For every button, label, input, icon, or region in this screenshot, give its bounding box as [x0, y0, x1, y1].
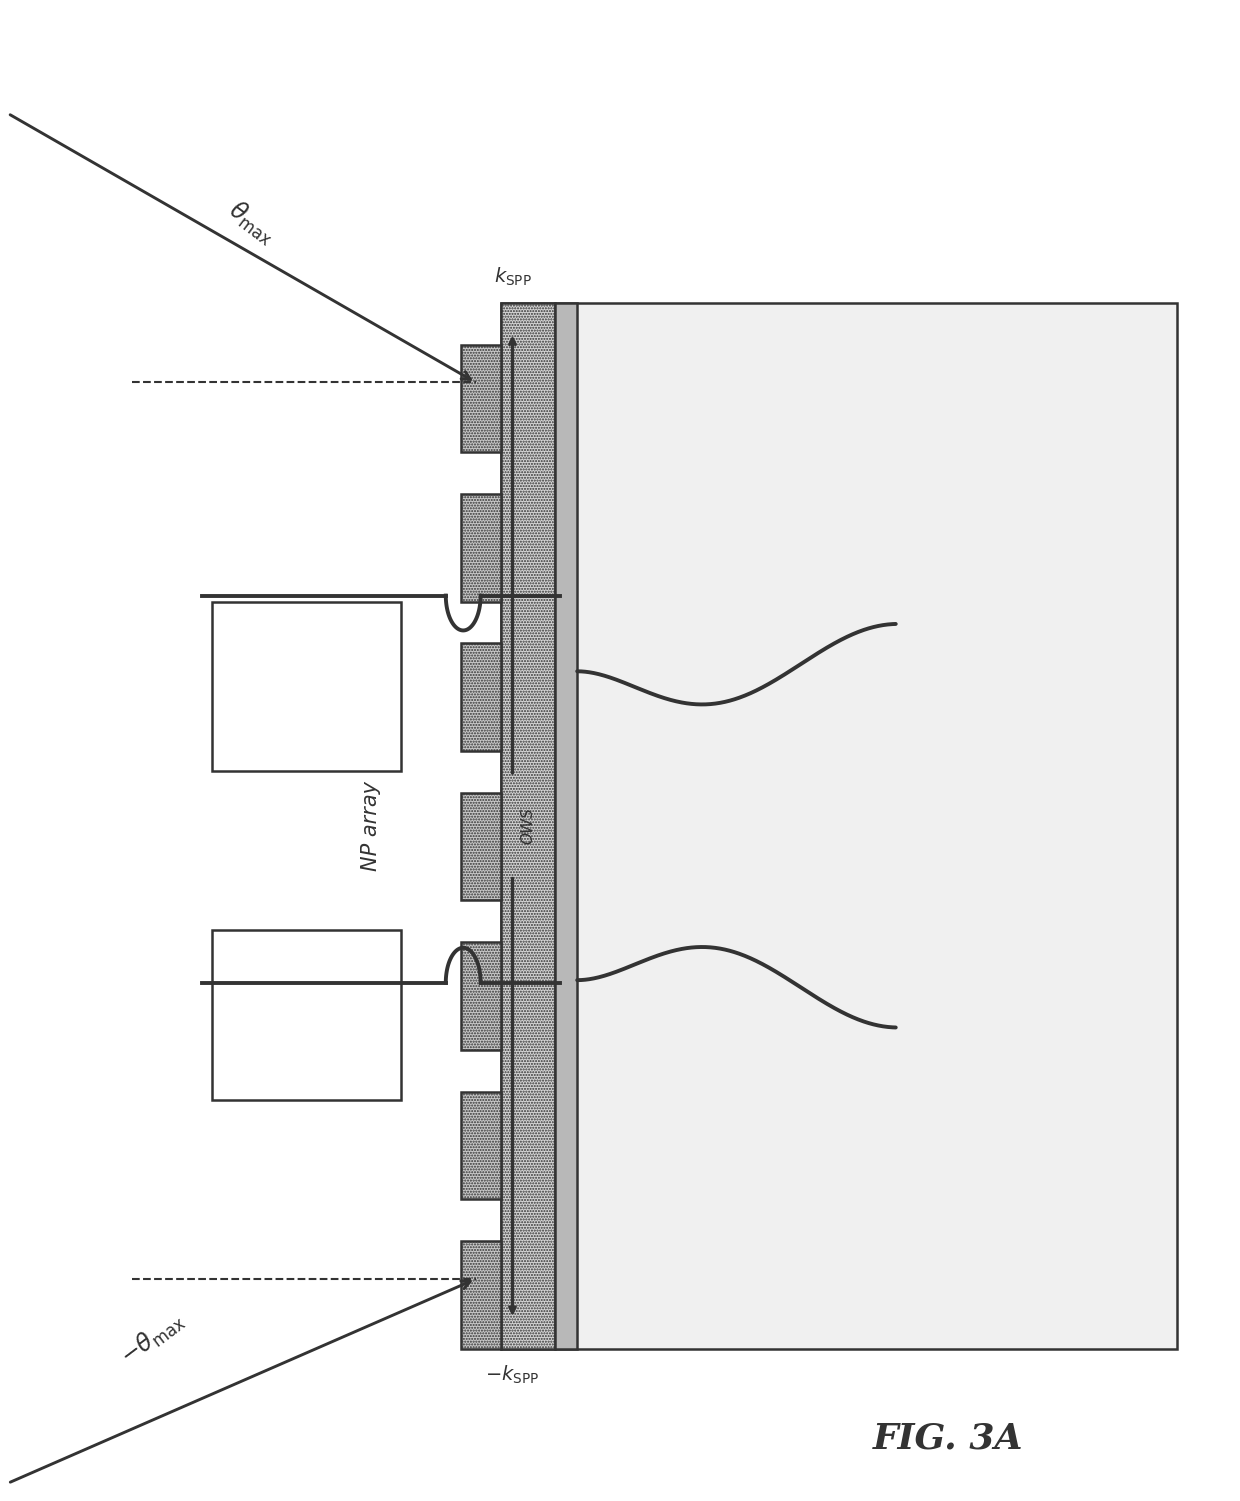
- Bar: [212, 602, 401, 772]
- Text: $k_{\rm SPP}$: $k_{\rm SPP}$: [494, 266, 532, 288]
- Bar: [461, 793, 501, 901]
- Bar: [461, 345, 501, 452]
- Bar: [501, 303, 1178, 1349]
- Bar: [556, 303, 577, 1349]
- Text: NP array: NP array: [361, 781, 381, 871]
- Bar: [461, 494, 501, 602]
- Bar: [461, 1241, 501, 1349]
- Bar: [461, 1091, 501, 1199]
- Text: FIG. 3A: FIG. 3A: [873, 1421, 1024, 1456]
- Bar: [461, 644, 501, 750]
- Text: $-\theta_{\rm max}$: $-\theta_{\rm max}$: [115, 1306, 188, 1372]
- Bar: [212, 931, 401, 1100]
- Bar: [461, 943, 501, 1049]
- Bar: [501, 303, 556, 1349]
- Text: $\theta_{\rm max}$: $\theta_{\rm max}$: [223, 197, 280, 249]
- Text: $-k_{\rm SPP}$: $-k_{\rm SPP}$: [485, 1364, 539, 1385]
- Text: OWS: OWS: [521, 808, 536, 844]
